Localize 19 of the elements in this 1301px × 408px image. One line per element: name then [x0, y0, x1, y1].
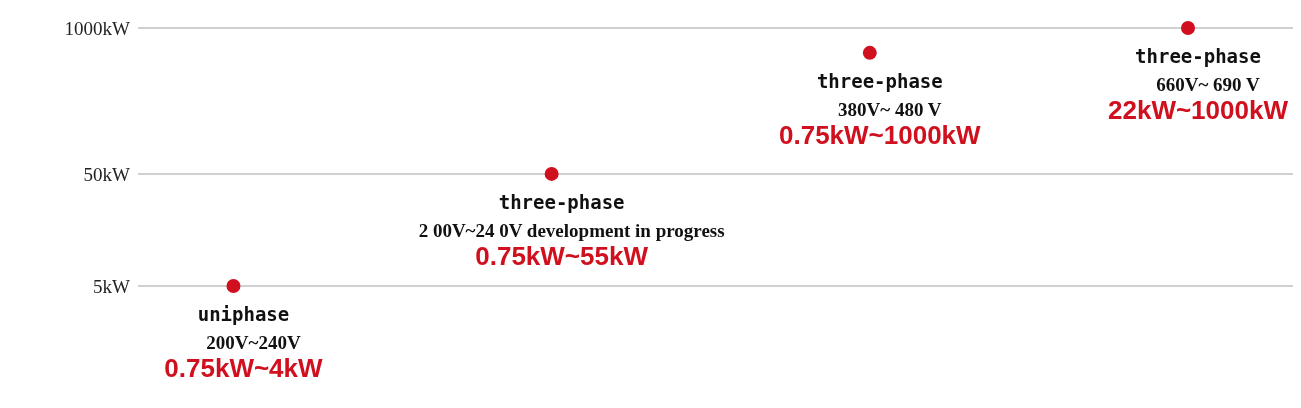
annotation: three-phase [498, 190, 625, 213]
y-tick-label: 1000kW [64, 17, 131, 39]
point [226, 279, 241, 293]
text: uniphase [197, 303, 290, 325]
annotation: 660V~ 690 V [1156, 74, 1261, 95]
annotation: 380V~ 480 V [838, 98, 942, 120]
text: 200V~240V [206, 332, 301, 353]
y-tick-label: 5kW [93, 275, 131, 297]
y-tick-label: 50kW [83, 163, 131, 185]
annotation: 0.75kW~55kW [475, 240, 649, 271]
text: 0.75kW~4kW [164, 353, 324, 383]
annotation: three-phase [816, 69, 943, 92]
point [544, 166, 559, 181]
annotation: 0.75kW~1000kW [779, 119, 982, 150]
point [862, 45, 877, 60]
point [1181, 21, 1195, 35]
annotation: three-phase [1135, 45, 1261, 67]
annotation: 22kW~1000kW [1108, 95, 1289, 125]
annotation: 2 00V~24 0V development in progress [418, 219, 725, 241]
